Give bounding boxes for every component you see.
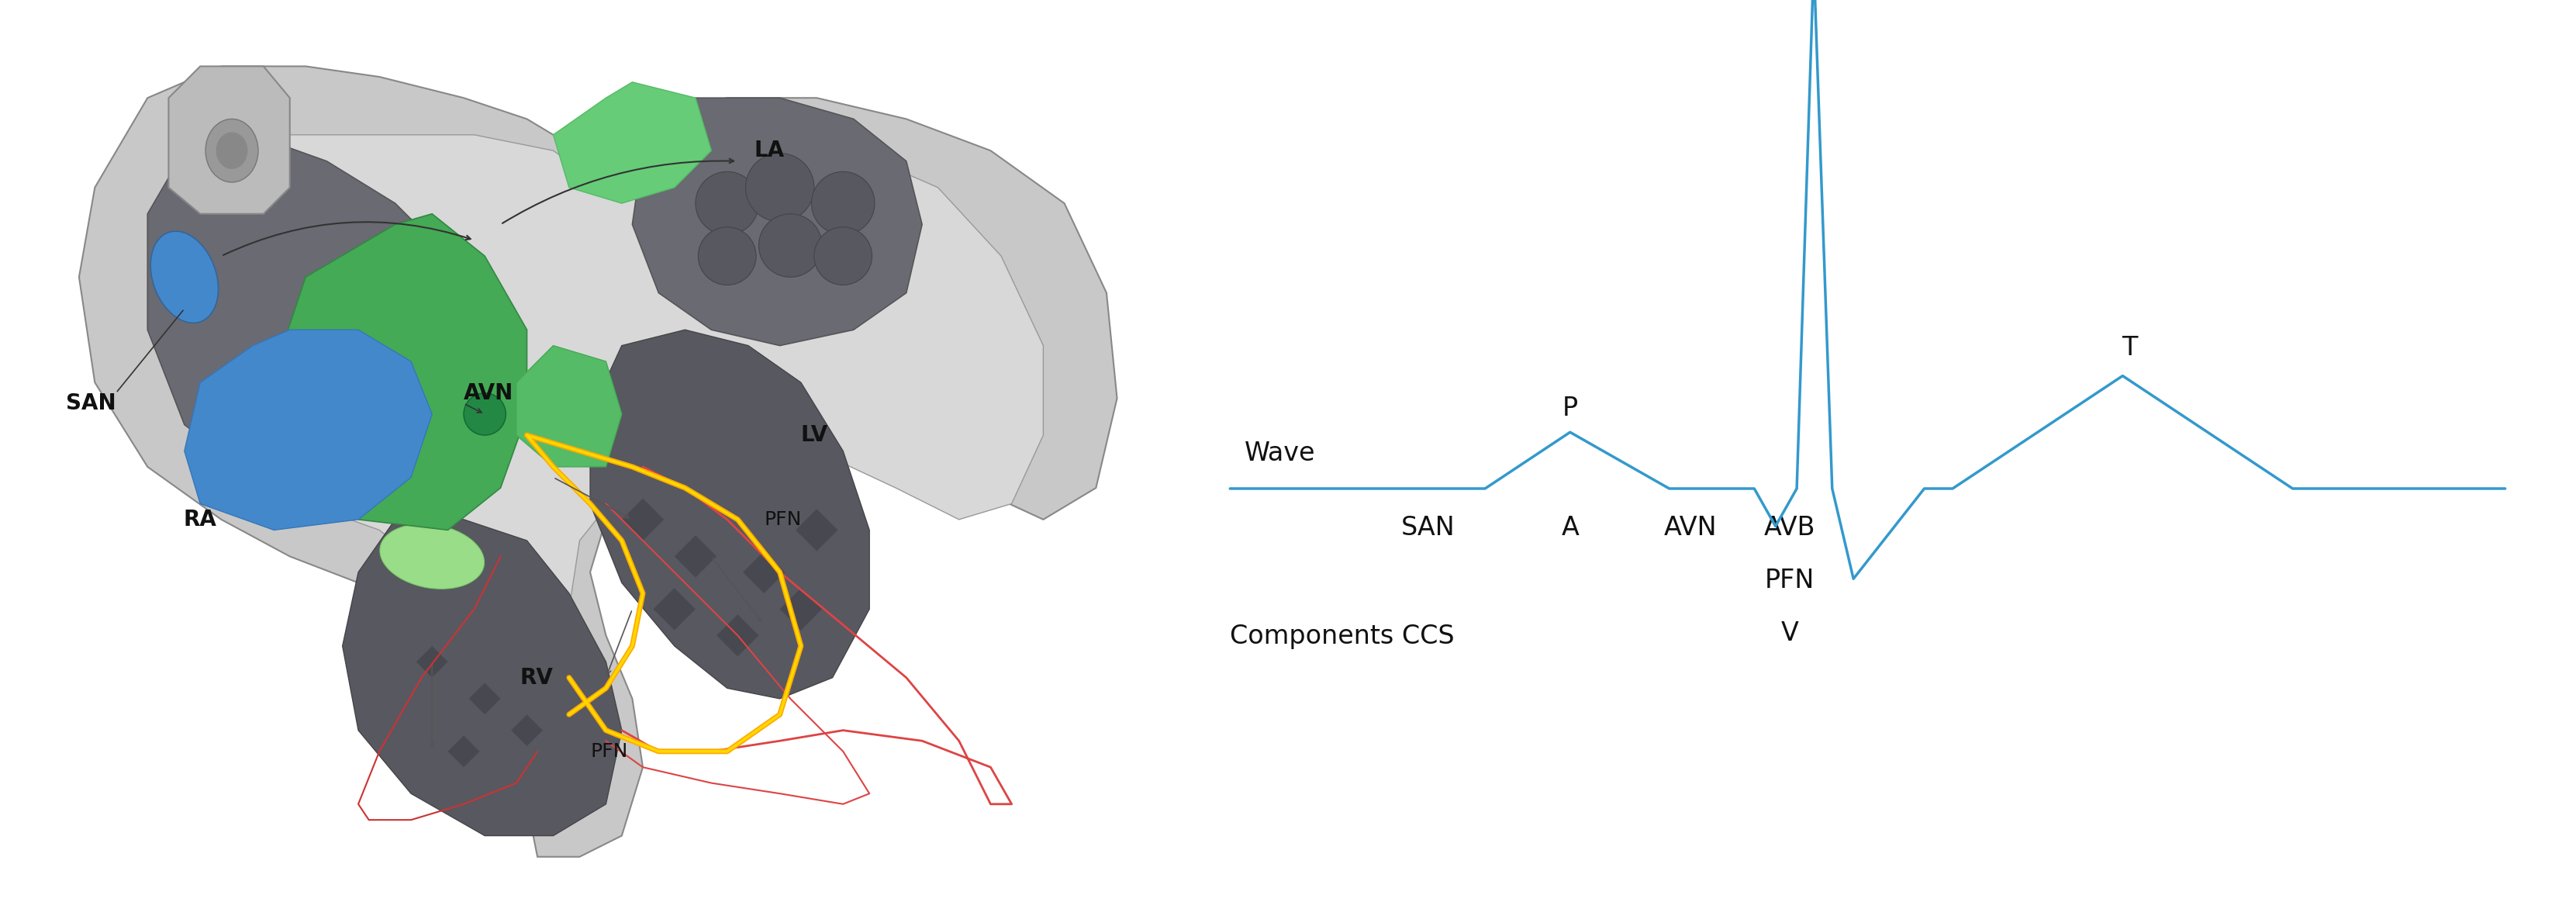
Polygon shape <box>343 520 621 836</box>
Circle shape <box>760 214 822 277</box>
Text: AVN: AVN <box>1664 515 1718 540</box>
Circle shape <box>814 227 873 285</box>
Text: RA: RA <box>183 509 216 530</box>
Text: AVN: AVN <box>464 382 513 404</box>
Text: LV: LV <box>801 424 829 446</box>
Polygon shape <box>654 588 696 630</box>
Polygon shape <box>675 535 716 577</box>
Text: Wave: Wave <box>1244 440 1316 466</box>
Polygon shape <box>167 66 289 214</box>
Text: PFN: PFN <box>765 511 801 529</box>
Polygon shape <box>147 134 474 488</box>
Polygon shape <box>742 551 786 594</box>
Circle shape <box>464 393 505 435</box>
Text: LA: LA <box>755 140 786 161</box>
Ellipse shape <box>206 119 258 182</box>
Polygon shape <box>515 345 621 467</box>
Ellipse shape <box>379 524 484 589</box>
Text: PFN: PFN <box>590 742 629 760</box>
Text: A: A <box>1561 515 1579 540</box>
Ellipse shape <box>149 231 219 323</box>
Polygon shape <box>796 509 837 551</box>
Circle shape <box>811 171 876 235</box>
Ellipse shape <box>216 133 247 169</box>
Polygon shape <box>631 98 922 345</box>
Text: V: V <box>1780 621 1798 646</box>
Text: RV: RV <box>520 667 554 688</box>
Circle shape <box>744 153 814 222</box>
Polygon shape <box>448 736 479 768</box>
Text: AVB: AVB <box>1765 515 1816 540</box>
Circle shape <box>696 171 760 235</box>
Polygon shape <box>510 714 544 746</box>
Polygon shape <box>80 66 1118 857</box>
Text: T: T <box>2123 336 2138 361</box>
Polygon shape <box>590 330 871 699</box>
Polygon shape <box>273 214 528 530</box>
Polygon shape <box>781 588 822 630</box>
Polygon shape <box>469 683 500 714</box>
Text: SAN: SAN <box>1401 515 1455 540</box>
Text: PFN: PFN <box>1765 567 1814 594</box>
Text: SAN: SAN <box>67 392 116 414</box>
Text: P: P <box>1561 395 1579 421</box>
Polygon shape <box>185 330 433 530</box>
Polygon shape <box>554 82 711 203</box>
Circle shape <box>698 227 757 285</box>
Text: Components CCS: Components CCS <box>1231 624 1455 649</box>
Polygon shape <box>201 134 1043 820</box>
Polygon shape <box>621 499 665 540</box>
Polygon shape <box>417 646 448 677</box>
Polygon shape <box>716 614 760 657</box>
